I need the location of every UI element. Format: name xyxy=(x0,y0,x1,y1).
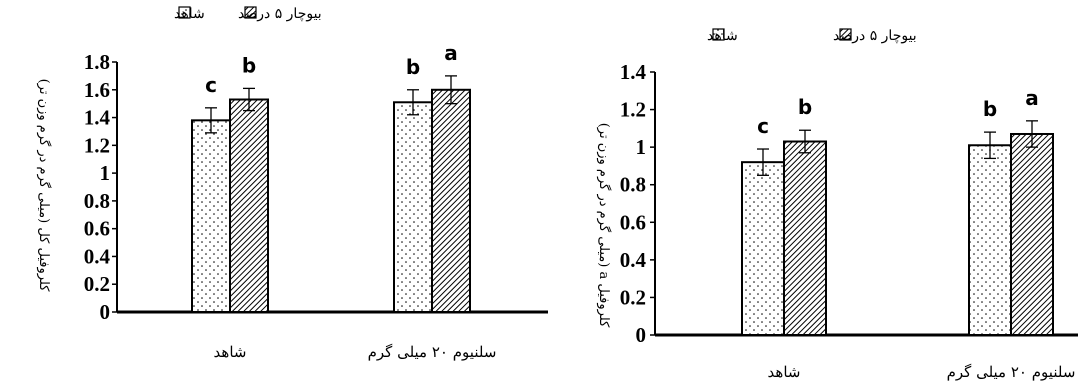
y-tick-label: 1.4 xyxy=(620,60,647,84)
y-tick-label: 0.4 xyxy=(620,248,647,272)
legend-label: بیوچار ۵ درصد xyxy=(238,6,322,22)
bar xyxy=(968,144,1012,336)
bar xyxy=(741,161,785,336)
chart-1: 0 0.2 0.4 0.6 0.8 1 1.2 1.4 1.6 1.8 کلروفیل کل (می… xyxy=(36,6,548,361)
legend-swatch xyxy=(178,6,191,19)
significance-label: b xyxy=(983,97,997,121)
category-label: شاهد xyxy=(768,363,801,381)
chart-2: 0 0.2 0.4 0.6 0.8 1 1.2 1.4 کلروفیل a (میلی گرم … xyxy=(596,28,1078,381)
y-tick-label: 0.6 xyxy=(84,217,110,241)
legend-label: شاهد xyxy=(707,28,738,44)
y-tick-label: 1.2 xyxy=(84,133,110,157)
category-label: شاهد xyxy=(214,343,247,361)
y-axis-title: کلروفیل a (میلی گرم در گرم وزن تر) xyxy=(596,123,612,328)
bar xyxy=(1010,132,1054,336)
y-tick-label: 1 xyxy=(636,135,647,159)
significance-label: c xyxy=(757,114,769,138)
y-tick-label: 0 xyxy=(100,300,111,324)
legend-label: شاهد xyxy=(174,6,205,22)
y-tick-label: 1.4 xyxy=(84,106,111,130)
bar xyxy=(191,119,231,314)
y-tick-label: 0.8 xyxy=(84,189,110,213)
significance-label: b xyxy=(798,95,812,119)
bar xyxy=(229,98,269,313)
legend-swatch xyxy=(839,28,852,41)
y-tick-label: 1.2 xyxy=(620,98,646,122)
significance-label: b xyxy=(242,53,256,77)
legend-swatch xyxy=(244,6,257,19)
y-tick-label: 1 xyxy=(100,161,111,185)
significance-label: b xyxy=(406,55,420,79)
significance-label: a xyxy=(444,41,458,65)
y-tick-label: 0.6 xyxy=(620,210,646,234)
y-tick-label: 0 xyxy=(636,323,647,347)
significance-label: c xyxy=(205,73,217,97)
y-tick-label: 0.4 xyxy=(84,244,111,268)
significance-label: a xyxy=(1025,86,1039,110)
y-tick-label: 0.2 xyxy=(84,272,110,296)
y-tick-label: 0.8 xyxy=(620,173,646,197)
y-tick-label: 1.6 xyxy=(84,78,110,102)
legend-swatch xyxy=(712,28,725,41)
legend-label: بیوچار ۵ درصد xyxy=(833,28,917,44)
category-label: سلنیوم ۲۰ میلی گرم xyxy=(368,343,497,361)
category-label: سلنیوم ۲۰ میلی گرم xyxy=(947,363,1076,381)
y-tick-label: 0.2 xyxy=(620,285,646,309)
bar xyxy=(431,88,471,314)
y-axis-title: کلروفیل کل (میلی گرم در گرم وزن تر) xyxy=(36,79,52,293)
y-tick-label: 1.8 xyxy=(84,50,110,74)
bar xyxy=(783,140,827,336)
bar xyxy=(393,101,433,314)
